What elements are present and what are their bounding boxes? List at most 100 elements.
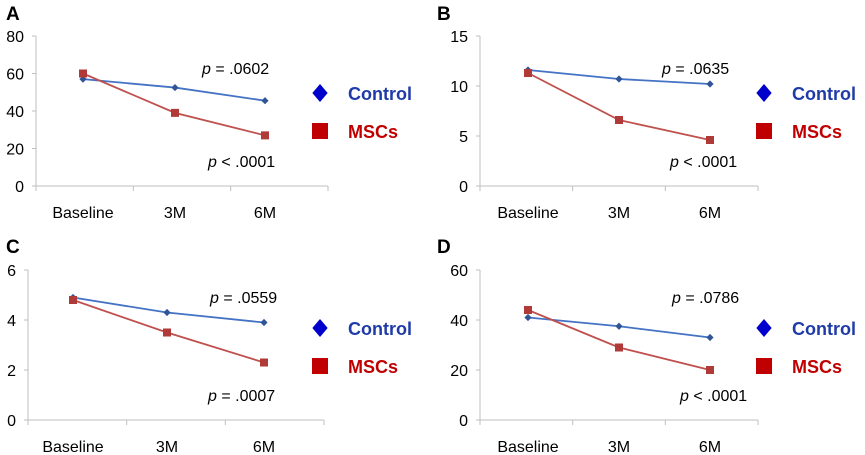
data-point-mscs (615, 343, 623, 352)
p-value-text: = .0007 (217, 388, 275, 405)
legend-label-control: Control (792, 319, 856, 339)
data-point-mscs (615, 116, 623, 124)
y-tick-label: 0 (7, 413, 16, 430)
data-point-mscs (706, 366, 714, 374)
legend-label-mscs: MSCs (792, 357, 842, 377)
data-point-mscs (706, 136, 714, 144)
data-point-control (706, 80, 714, 88)
p-value-mscs: p < .0001 (207, 154, 275, 171)
data-point-control (261, 97, 269, 105)
p-symbol: p (201, 61, 211, 78)
x-tick-label: 6M (253, 439, 275, 455)
p-value-mscs: p = .0007 (207, 388, 275, 405)
p-symbol: p (661, 61, 671, 78)
p-symbol: p (679, 388, 689, 405)
x-tick-label: Baseline (497, 439, 558, 455)
x-tick-label: 6M (699, 439, 721, 455)
p-value-text: = .0602 (211, 61, 269, 78)
p-value-control: p = .0602 (201, 61, 269, 78)
y-tick-label: 20 (6, 142, 24, 159)
y-tick-label: 40 (450, 313, 468, 330)
series-line-mscs (527, 309, 711, 371)
p-value-text: < .0001 (679, 154, 737, 171)
data-point-mscs (261, 131, 269, 140)
data-point-mscs (69, 296, 77, 304)
y-tick-label: 15 (450, 29, 468, 46)
x-tick-label: 6M (699, 205, 721, 222)
data-point-control (706, 333, 714, 342)
y-tick-label: 80 (6, 29, 24, 46)
x-tick-label: Baseline (497, 205, 558, 222)
y-tick-label: 4 (7, 313, 16, 330)
y-tick-label: 20 (450, 363, 468, 380)
panel-letter: C (6, 237, 20, 258)
legend-label-mscs: MSCs (792, 122, 842, 142)
data-point-control (163, 308, 171, 317)
x-tick-label: Baseline (42, 439, 103, 455)
series-line-mscs (82, 72, 266, 137)
legend-marker-mscs (756, 358, 772, 374)
p-symbol: p (207, 154, 217, 171)
y-tick-label: 6 (7, 263, 16, 280)
data-point-control (171, 83, 179, 92)
y-tick-label: 0 (15, 179, 24, 196)
p-value-control: p = .0786 (671, 290, 739, 307)
p-value-control: p = .0559 (209, 290, 277, 307)
data-point-mscs (163, 328, 171, 337)
legend-marker-mscs (312, 123, 328, 139)
x-tick-label: 3M (156, 439, 178, 455)
p-symbol: p (671, 290, 681, 307)
legend-label-mscs: MSCs (348, 357, 398, 377)
y-tick-label: 0 (459, 413, 468, 430)
x-tick-label: 6M (254, 205, 276, 222)
p-value-text: < .0001 (689, 388, 747, 405)
p-value-control: p = .0635 (661, 61, 729, 78)
p-symbol: p (209, 290, 219, 307)
y-tick-label: 60 (450, 263, 468, 280)
data-point-control (615, 322, 623, 330)
panel-letter: A (6, 4, 20, 25)
legend-marker-control (312, 84, 328, 102)
p-value-mscs: p < .0001 (679, 388, 747, 405)
p-value-text: < .0001 (217, 154, 275, 171)
y-tick-label: 5 (459, 129, 468, 146)
legend-marker-control (756, 319, 772, 337)
data-point-mscs (79, 69, 87, 78)
data-point-control (79, 75, 87, 83)
data-point-control (260, 318, 268, 327)
legend-marker-control (756, 84, 772, 102)
data-point-control (524, 313, 532, 322)
legend-marker-control (312, 319, 328, 337)
legend-marker-mscs (312, 358, 328, 374)
p-symbol: p (207, 388, 217, 405)
x-tick-label: 3M (164, 205, 186, 222)
x-tick-label: 3M (608, 439, 630, 455)
x-tick-label: Baseline (52, 205, 113, 222)
y-tick-label: 60 (6, 67, 24, 84)
legend-label-control: Control (792, 84, 856, 104)
y-tick-label: 40 (6, 104, 24, 121)
p-value-mscs: p < .0001 (669, 154, 737, 171)
data-point-mscs (524, 306, 532, 314)
y-tick-label: 0 (459, 179, 468, 196)
data-point-mscs (524, 69, 532, 77)
panel-letter: D (437, 237, 451, 258)
legend-label-mscs: MSCs (348, 122, 398, 142)
data-point-mscs (171, 108, 179, 117)
y-tick-label: 10 (450, 79, 468, 96)
p-symbol: p (669, 154, 679, 171)
p-value-text: = .0559 (219, 290, 277, 307)
x-tick-label: 3M (608, 205, 630, 222)
legend-marker-mscs (756, 123, 772, 139)
data-point-mscs (260, 358, 268, 367)
p-value-text: = .0786 (681, 290, 739, 307)
p-value-text: = .0635 (671, 61, 729, 78)
data-point-control (615, 75, 623, 83)
y-tick-label: 2 (7, 363, 16, 380)
panel-letter: B (437, 4, 451, 25)
